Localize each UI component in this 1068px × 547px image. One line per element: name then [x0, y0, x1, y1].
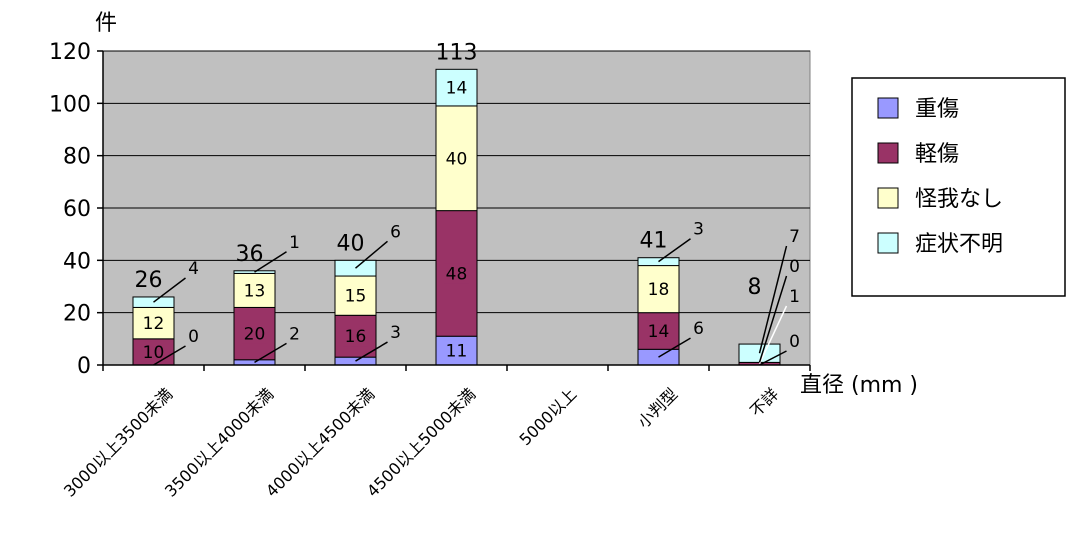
segment-label: 18	[648, 280, 670, 300]
segment-label: 0	[789, 332, 800, 352]
segment-label-bg	[140, 341, 167, 362]
legend-swatch	[877, 187, 899, 209]
segment-label-bg	[443, 77, 470, 98]
y-tick-labels: 0 20 40 60 80 100 120	[49, 40, 91, 379]
y-tick-label: 20	[63, 302, 91, 327]
x-category-group: 5000以上	[515, 384, 580, 449]
total-label: 26	[135, 268, 163, 293]
segment-label: 0	[188, 327, 199, 347]
segment-label-bg	[443, 148, 470, 169]
leader-line	[153, 277, 186, 303]
leader-line	[153, 345, 186, 366]
x-category-label: 4500以上5000未満	[363, 384, 479, 500]
y-tick-label: 80	[63, 145, 91, 170]
total-label: 8	[748, 275, 762, 300]
x-category-label: 3000以上3500未満	[60, 384, 176, 500]
segment-label: 4	[188, 259, 199, 279]
y-tick-label: 120	[49, 40, 91, 65]
leader-line	[355, 341, 388, 362]
segment-label: 15	[345, 287, 367, 307]
axes	[97, 50, 811, 371]
leader-line	[758, 275, 788, 363]
x-category-group: 3500以上4000未満	[161, 384, 277, 500]
total-label: 113	[436, 40, 478, 65]
segment-label: 2	[289, 324, 300, 344]
x-category-group: 小判型	[634, 384, 681, 431]
x-category-labels: 3000以上3500未満3500以上4000未満4000以上4500未満4500…	[60, 384, 782, 500]
segment-label: 12	[143, 314, 165, 334]
legend-label: 怪我なし	[915, 187, 1003, 212]
total-label: 41	[640, 229, 668, 254]
segment-label: 0	[789, 257, 800, 277]
leader-line	[658, 337, 691, 358]
x-category-group: 3000以上3500未満	[60, 384, 176, 500]
segment-label-bg	[645, 279, 672, 300]
x-category-group: 不詳	[746, 384, 782, 420]
x-category-label: 5000以上	[515, 384, 580, 449]
legend-swatch	[877, 97, 899, 119]
legend-label: 軽傷	[915, 142, 959, 167]
segment-label-bg	[443, 340, 470, 361]
legend-label: 重傷	[915, 97, 959, 122]
leader-line	[758, 305, 788, 365]
y-tick-label: 60	[63, 197, 91, 222]
segment-label: 1	[789, 287, 800, 307]
segment-label: 3	[390, 323, 401, 343]
legend-swatch	[877, 142, 899, 164]
segment-label: 6	[693, 319, 704, 339]
segment-label: 20	[244, 325, 266, 345]
segment-label: 1	[289, 233, 300, 253]
x-category-label: 不詳	[746, 384, 782, 420]
segment-label: 10	[143, 343, 165, 363]
segment-label: 3	[693, 220, 704, 240]
y-tick-label: 0	[77, 354, 91, 379]
segment-label: 7	[789, 227, 800, 247]
x-category-label: 小判型	[634, 384, 681, 431]
segment-label: 11	[446, 342, 468, 362]
segment-label: 48	[446, 264, 468, 284]
x-category-group: 4000以上4500未満	[262, 384, 378, 500]
segment-label-bg	[241, 280, 268, 301]
leader-line	[759, 350, 787, 366]
bar-segment	[334, 259, 377, 277]
segment-label-bg	[342, 285, 369, 306]
leader-line	[658, 238, 691, 263]
leader-line	[355, 240, 388, 269]
x-category-label: 4000以上4500未満	[262, 384, 378, 500]
leader-line	[758, 245, 788, 354]
y-tick-label: 100	[49, 92, 91, 117]
x-axis-title: 直径 (mm )	[800, 373, 918, 398]
x-category-label: 3500以上4000未満	[161, 384, 277, 500]
segment-label-bg	[342, 326, 369, 347]
segment-label: 13	[244, 281, 266, 301]
leader-line	[254, 251, 287, 273]
segment-label: 16	[345, 327, 367, 347]
y-axis-title: 件	[95, 11, 117, 36]
segment-label-bg	[443, 263, 470, 284]
bar-segment	[738, 343, 781, 363]
segment-label-bg	[140, 313, 167, 334]
legend-label: 症状不明	[915, 232, 1003, 257]
legend-swatch	[877, 232, 899, 254]
x-category-group: 4500以上5000未満	[363, 384, 479, 500]
segment-label-bg	[241, 323, 268, 344]
segment-label: 6	[390, 222, 401, 242]
total-label: 40	[337, 231, 365, 256]
leader-line	[254, 342, 287, 364]
segment-label-bg	[645, 320, 672, 341]
y-tick-label: 40	[63, 249, 91, 274]
segment-label: 40	[446, 149, 468, 169]
total-label: 36	[236, 242, 264, 267]
segment-label: 14	[446, 79, 468, 99]
segment-label: 14	[648, 322, 670, 342]
